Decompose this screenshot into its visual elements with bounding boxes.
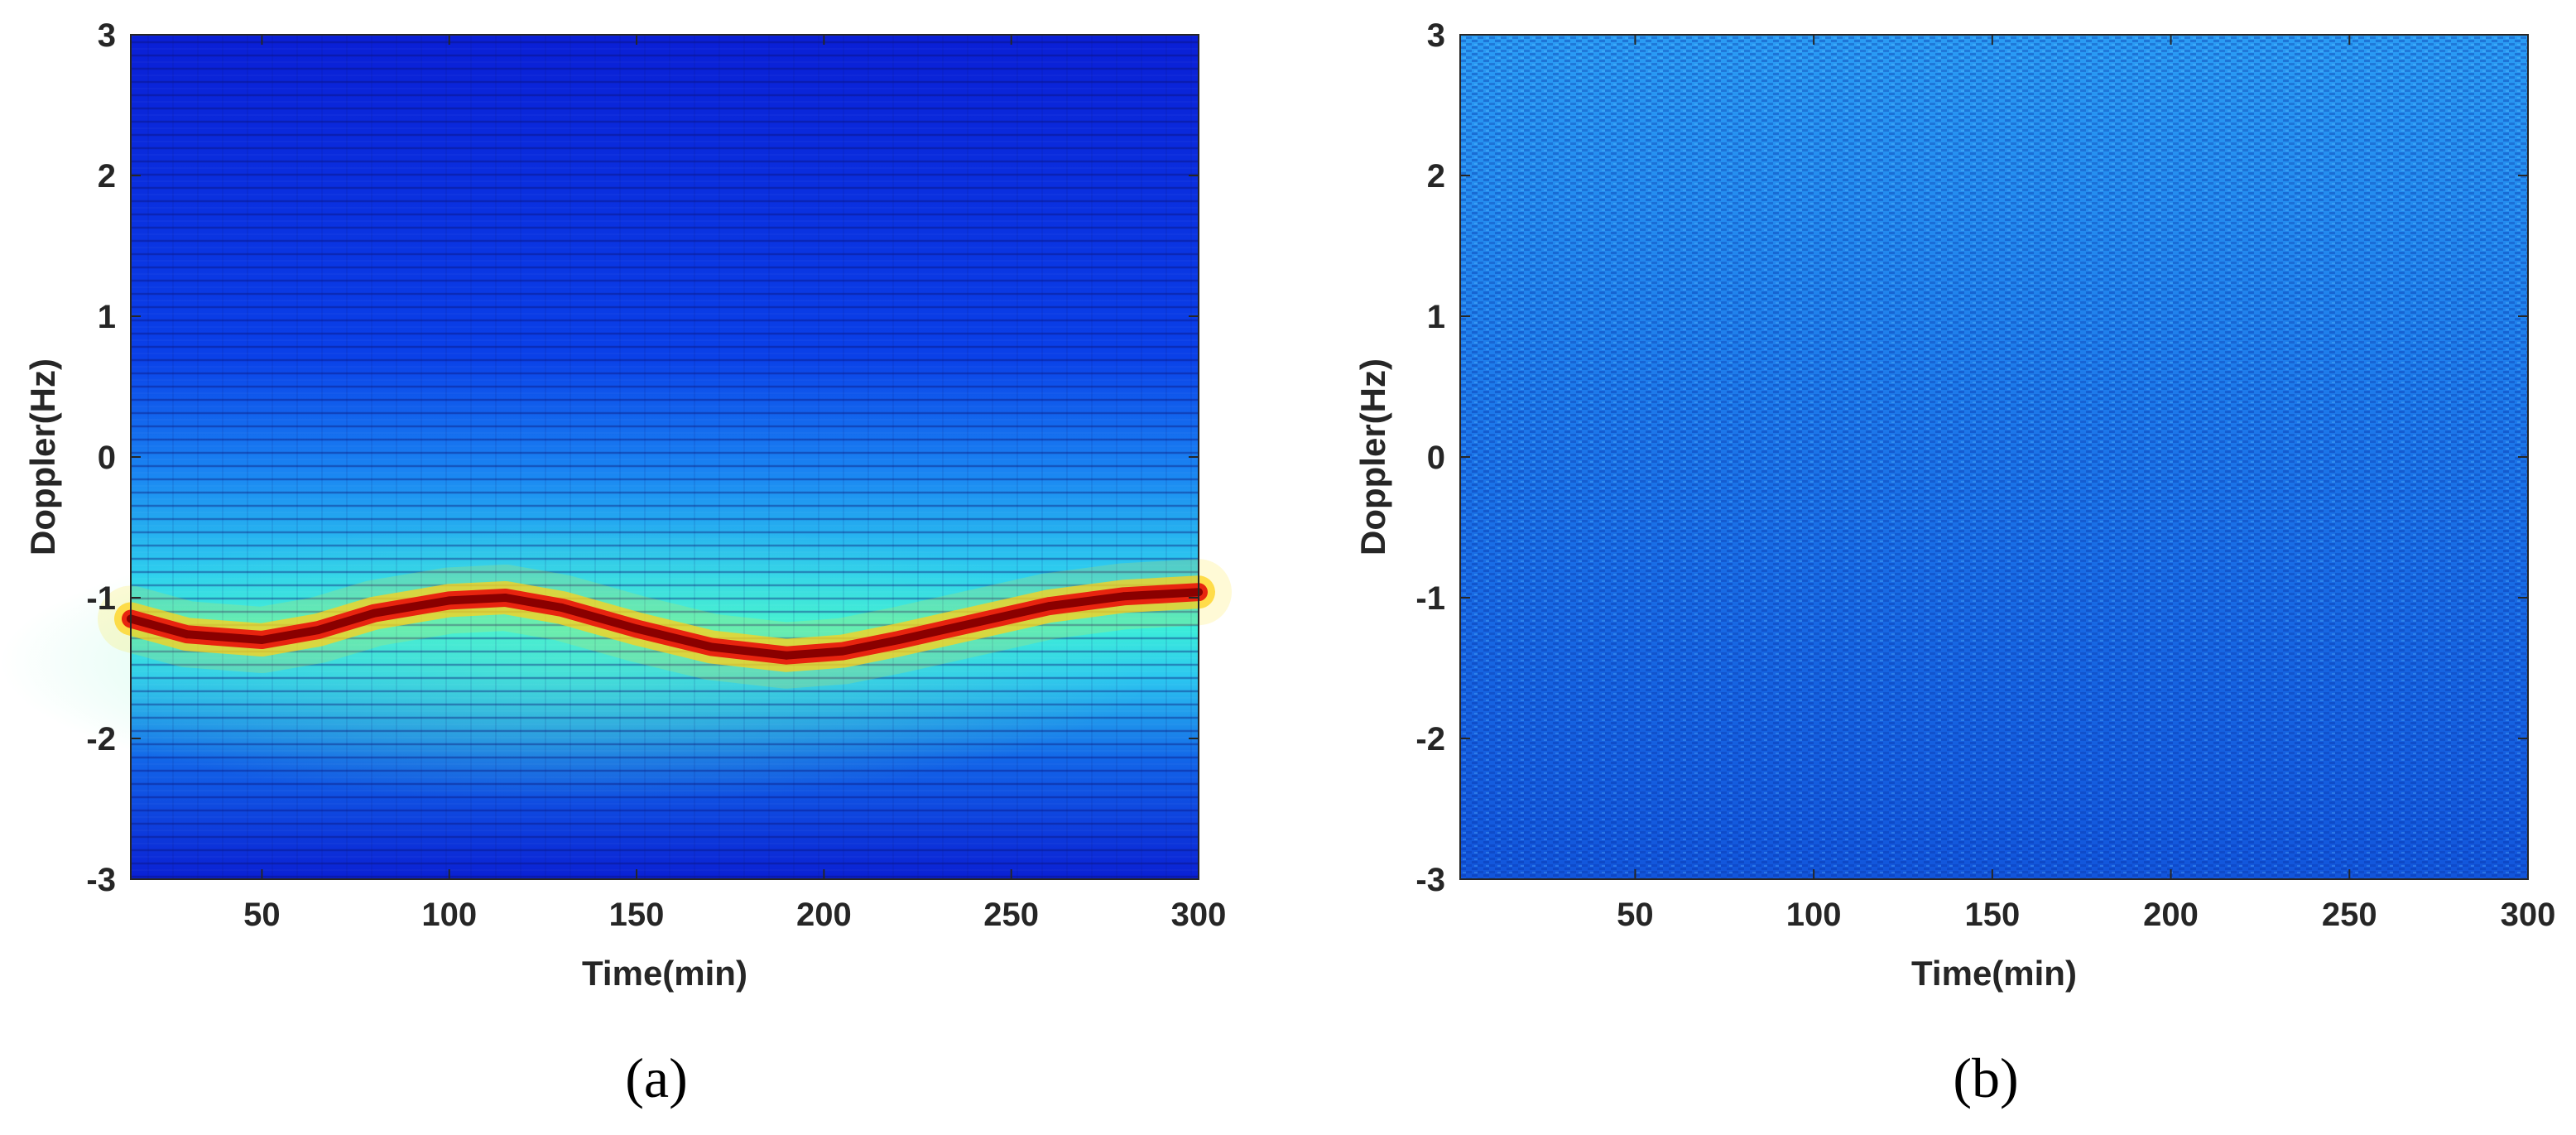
x-axis-label-b: Time(min) [1911,954,2077,993]
x-tick-label: 250 [983,897,1039,933]
x-tick-label: 200 [2143,897,2199,933]
x-axis-label-a: Time(min) [582,954,747,993]
panel-label-a: (a) [625,1046,687,1109]
x-tick-label: 50 [1617,897,1654,933]
x-tick-label: 300 [1171,897,1227,933]
x-tick-label: 150 [609,897,665,933]
y-tick-label: -1 [86,580,116,617]
ridge-point [894,636,903,644]
ridge-point [839,647,847,656]
ridge-point [969,618,978,628]
ridge-point [314,626,323,635]
ridge-point [1044,602,1053,611]
ridge-point [632,624,642,633]
ridge-point [257,636,267,644]
y-tick-label: 1 [98,299,116,335]
y-axis-label-a: Doppler(Hz) [23,358,62,555]
x-tick-label: 200 [796,897,852,933]
y-tick-label: -1 [1415,580,1445,617]
y-tick-label: -3 [86,862,116,898]
y-tick-label: 3 [1427,17,1445,54]
panel-a: 50 100 150 200 250 300 3 2 1 0 -1 -2 -3 Time(min) Do… [0,17,1232,1109]
y-tick-label: -3 [1415,862,1445,898]
ridge-point [707,642,716,652]
y-tick-label: 0 [98,440,116,476]
y-tick-label: -2 [86,721,116,757]
plot-stripes-a [131,35,1199,879]
ridge-point [1119,592,1128,601]
y-tick-label: 2 [1427,158,1445,195]
x-tick-label: 100 [421,897,477,933]
ridge-point [445,596,454,605]
y-tick-label: 1 [1427,299,1445,335]
ridge-point [182,630,191,639]
panel-b: 50 100 150 200 250 300 3 2 1 0 -1 -2 -3 Time(min) Do… [1353,17,2555,1109]
x-tick-label: 50 [243,897,281,933]
ridge-point [501,594,510,602]
y-tick-label: 0 [1427,440,1445,476]
plot-noise-b [1460,35,2528,879]
x-tick-label: 150 [1964,897,2020,933]
panel-label-b: (b) [1953,1046,2018,1109]
ridge-point [557,603,566,612]
x-tick-label: 250 [2322,897,2377,933]
y-tick-label: 2 [98,158,116,195]
x-tick-label: 300 [2501,897,2556,933]
x-tick-label: 100 [1786,897,1842,933]
y-tick-label: 3 [98,17,116,54]
y-axis-label-b: Doppler(Hz) [1353,358,1392,555]
y-tick-label: -2 [1415,721,1445,757]
ridge-point [782,651,791,660]
ridge-point [370,608,379,618]
